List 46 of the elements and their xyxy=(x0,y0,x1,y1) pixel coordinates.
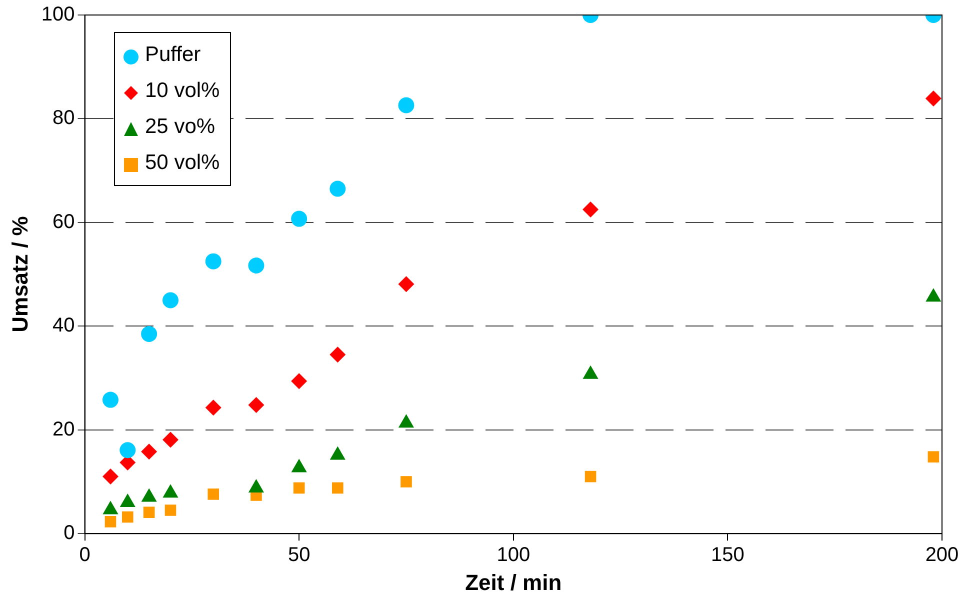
point xyxy=(928,451,940,463)
point xyxy=(205,253,222,270)
point xyxy=(141,326,158,342)
point xyxy=(162,292,178,308)
point xyxy=(330,180,346,197)
point xyxy=(102,392,118,408)
y-tick-label: 20 xyxy=(52,418,75,440)
legend-label: Puffer xyxy=(145,43,201,67)
legend-label: 10 vol% xyxy=(145,79,220,103)
point xyxy=(330,346,346,363)
point xyxy=(120,442,136,458)
point xyxy=(162,432,178,448)
legend-label: 25 vo% xyxy=(145,115,216,139)
point xyxy=(582,201,599,218)
x-tick-label: 150 xyxy=(711,544,744,566)
x-tick-label: 200 xyxy=(925,544,959,566)
point xyxy=(293,482,305,494)
point xyxy=(208,488,220,500)
point xyxy=(248,257,264,274)
point xyxy=(143,506,155,518)
point xyxy=(205,400,222,416)
point xyxy=(398,276,414,292)
x-tick-label: 100 xyxy=(496,544,530,566)
x-tick-label: 50 xyxy=(288,544,310,566)
y-tick-label: 40 xyxy=(52,314,75,337)
point xyxy=(925,90,942,106)
point xyxy=(122,511,134,523)
point xyxy=(291,210,308,227)
point xyxy=(104,516,116,528)
legend-label: 50 vol% xyxy=(145,151,220,175)
point xyxy=(102,468,118,485)
y-tick-label: 60 xyxy=(52,210,75,233)
point xyxy=(164,504,176,516)
point xyxy=(291,373,308,390)
point xyxy=(398,97,414,114)
point xyxy=(141,444,158,460)
y-axis-title: Umsatz / % xyxy=(7,216,32,332)
y-tick-label: 80 xyxy=(52,107,75,130)
y-tick-label: 100 xyxy=(41,4,75,26)
point xyxy=(248,396,264,413)
point xyxy=(332,482,344,494)
x-axis-title: Zeit / min xyxy=(465,570,562,595)
point xyxy=(400,476,412,488)
x-tick-label: 0 xyxy=(79,544,90,566)
y-tick-label: 0 xyxy=(64,522,75,544)
point xyxy=(584,470,596,482)
